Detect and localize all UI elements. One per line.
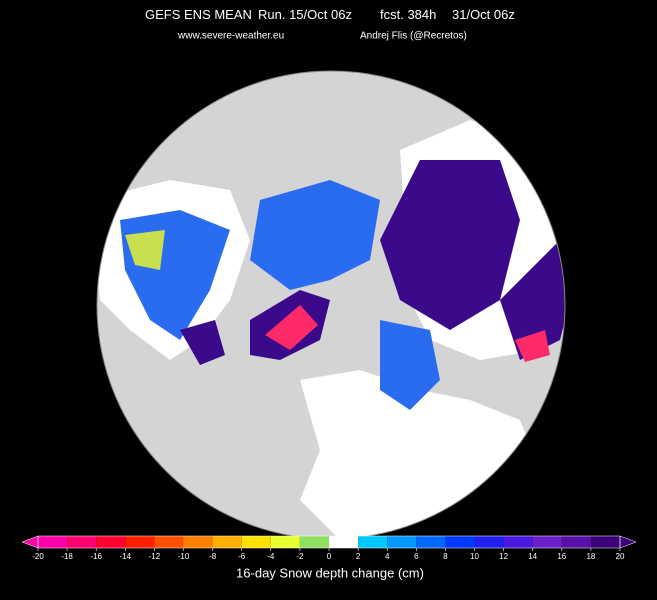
color-segment <box>329 536 359 548</box>
color-segment <box>183 536 213 548</box>
title-line: GEFS ENS MEAN Run. 15/Oct 06z fcst. 384h… <box>145 7 515 22</box>
color-segment <box>241 536 271 548</box>
tick-label: -14 <box>120 552 132 561</box>
tick-label: 16 <box>557 552 566 561</box>
color-segment <box>474 536 504 548</box>
color-segment <box>532 536 562 548</box>
run: Run. 15/Oct 06z <box>258 7 352 22</box>
tick-label: 2 <box>356 552 361 561</box>
snow-siberia <box>380 160 520 330</box>
tick-label: 12 <box>499 552 508 561</box>
tick-label: 10 <box>470 552 479 561</box>
title: GEFS ENS MEAN <box>145 7 252 22</box>
tick-label: 14 <box>528 552 537 561</box>
colorbar-label: 16-day Snow depth change (cm) <box>236 565 424 580</box>
color-segment <box>212 536 242 548</box>
colorbar: -20 -18 -16 -14 -12 -10 -8 -6 -4 -2 0 2 4 6 8 10 12 14 16 1… <box>21 535 637 561</box>
snow-rockies <box>125 230 165 270</box>
snow-east-asia <box>500 240 565 360</box>
snow-scandinavia <box>380 320 440 410</box>
tick-label: 6 <box>414 552 419 561</box>
author: Andrej Flis (@Recretos) <box>360 31 467 42</box>
tick-label: -8 <box>209 552 217 561</box>
tick-label: 20 <box>616 552 625 561</box>
tick-label: -10 <box>178 552 190 561</box>
color-segment <box>125 536 155 548</box>
color-segment <box>561 536 591 548</box>
tick-label: -16 <box>90 552 102 561</box>
forecast: fcst. 384h <box>380 7 436 22</box>
color-segment <box>270 536 300 548</box>
color-segment <box>445 536 475 548</box>
tick-label: -4 <box>267 552 275 561</box>
color-segment <box>416 536 446 548</box>
tick-label: 4 <box>385 552 390 561</box>
color-segment <box>358 536 388 548</box>
tick-label: -18 <box>61 552 73 561</box>
color-segment <box>154 536 184 548</box>
tick-label: 8 <box>443 552 448 561</box>
tick-label: -12 <box>149 552 161 561</box>
color-segment <box>96 536 126 548</box>
website: www.severe-weather.eu <box>177 31 284 42</box>
tick-label: -2 <box>296 552 304 561</box>
valid-time: 31/Oct 06z <box>452 7 515 22</box>
color-segment <box>503 536 533 548</box>
tick-label: 0 <box>327 552 332 561</box>
snow-arctic <box>250 180 380 290</box>
color-segment <box>67 536 97 548</box>
tick-label: -6 <box>238 552 246 561</box>
color-segment <box>590 536 620 548</box>
color-segment <box>387 536 417 548</box>
tick-label: 18 <box>586 552 595 561</box>
color-segment <box>299 536 329 548</box>
tick-label: -20 <box>32 552 44 561</box>
color-segment <box>38 536 68 548</box>
snow-labrador <box>180 320 225 365</box>
land-and-snow <box>97 120 565 539</box>
snow-loss-greenland <box>265 305 318 350</box>
snow-loss-asia <box>515 330 550 362</box>
